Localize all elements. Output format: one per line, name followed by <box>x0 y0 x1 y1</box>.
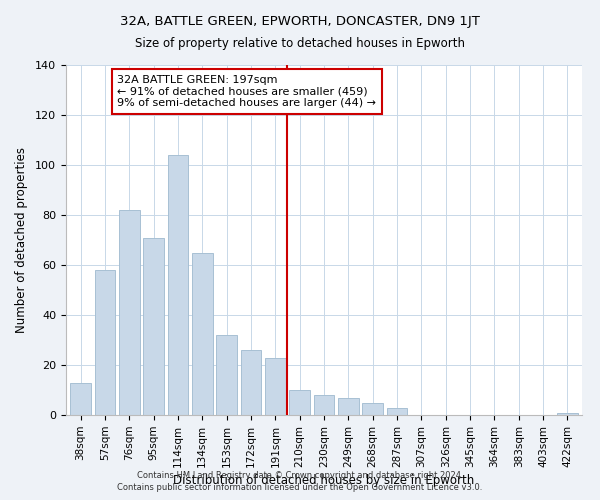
Bar <box>143 238 164 415</box>
Bar <box>289 390 310 415</box>
Bar <box>70 382 91 415</box>
Bar <box>167 155 188 415</box>
Text: Contains public sector information licensed under the Open Government Licence v3: Contains public sector information licen… <box>118 483 482 492</box>
Bar <box>265 358 286 415</box>
Bar <box>95 270 115 415</box>
Bar <box>557 412 578 415</box>
Bar <box>192 252 212 415</box>
Bar <box>386 408 407 415</box>
Text: 32A, BATTLE GREEN, EPWORTH, DONCASTER, DN9 1JT: 32A, BATTLE GREEN, EPWORTH, DONCASTER, D… <box>120 15 480 28</box>
X-axis label: Distribution of detached houses by size in Epworth: Distribution of detached houses by size … <box>173 474 475 487</box>
Text: Contains HM Land Registry data © Crown copyright and database right 2024.: Contains HM Land Registry data © Crown c… <box>137 470 463 480</box>
Y-axis label: Number of detached properties: Number of detached properties <box>15 147 28 333</box>
Bar <box>362 402 383 415</box>
Bar <box>338 398 359 415</box>
Bar <box>314 395 334 415</box>
Text: 32A BATTLE GREEN: 197sqm
← 91% of detached houses are smaller (459)
9% of semi-d: 32A BATTLE GREEN: 197sqm ← 91% of detach… <box>117 75 376 108</box>
Text: Size of property relative to detached houses in Epworth: Size of property relative to detached ho… <box>135 38 465 51</box>
Bar <box>216 335 237 415</box>
Bar <box>119 210 140 415</box>
Bar <box>241 350 262 415</box>
